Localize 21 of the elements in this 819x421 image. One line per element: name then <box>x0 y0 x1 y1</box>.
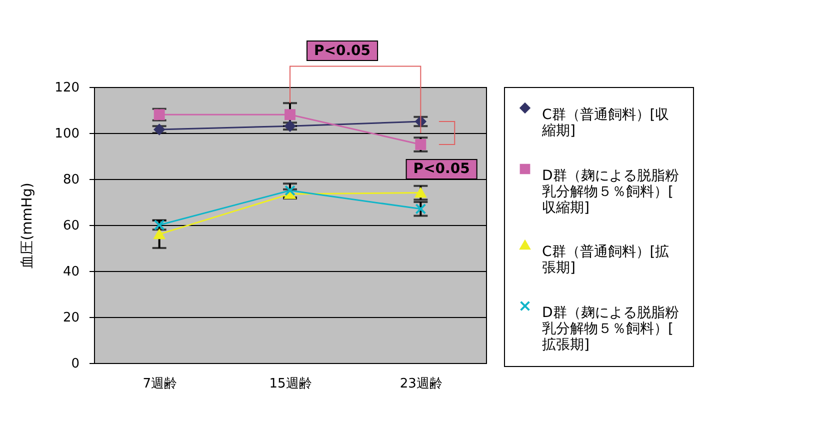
y-tick-label: 20 <box>62 310 80 326</box>
legend-label: C群（普通飼料）[拡張期] <box>542 243 670 276</box>
legend-label: C群（普通飼料）[収縮期] <box>541 106 670 139</box>
point <box>154 229 165 240</box>
text: P<0.05 <box>314 42 371 59</box>
point <box>284 109 296 120</box>
x-tick-label: 23週齢 <box>400 376 442 392</box>
y-tick-label: 100 <box>54 126 80 142</box>
point <box>415 139 426 150</box>
y-tick-label: 0 <box>71 356 80 372</box>
x-tick-label: 15週齢 <box>269 376 312 392</box>
y-axis-title: 血圧(mmHg) <box>20 182 36 268</box>
point <box>284 185 296 196</box>
y-tick-label: 80 <box>62 172 80 188</box>
y-tick-label: 60 <box>62 218 80 234</box>
x-tick-label: 7週齢 <box>142 376 177 392</box>
y-tick-label: 40 <box>62 264 80 280</box>
legend-label: D群（麹による脱脂粉乳分解物５％飼料）[拡張期] <box>542 305 679 353</box>
legend-label: D群（麹による脱脂粉乳分解物５％飼料）[収縮期] <box>542 168 679 216</box>
annotation: P<0.05 <box>413 161 470 178</box>
y-tick-label: 120 <box>54 80 80 96</box>
